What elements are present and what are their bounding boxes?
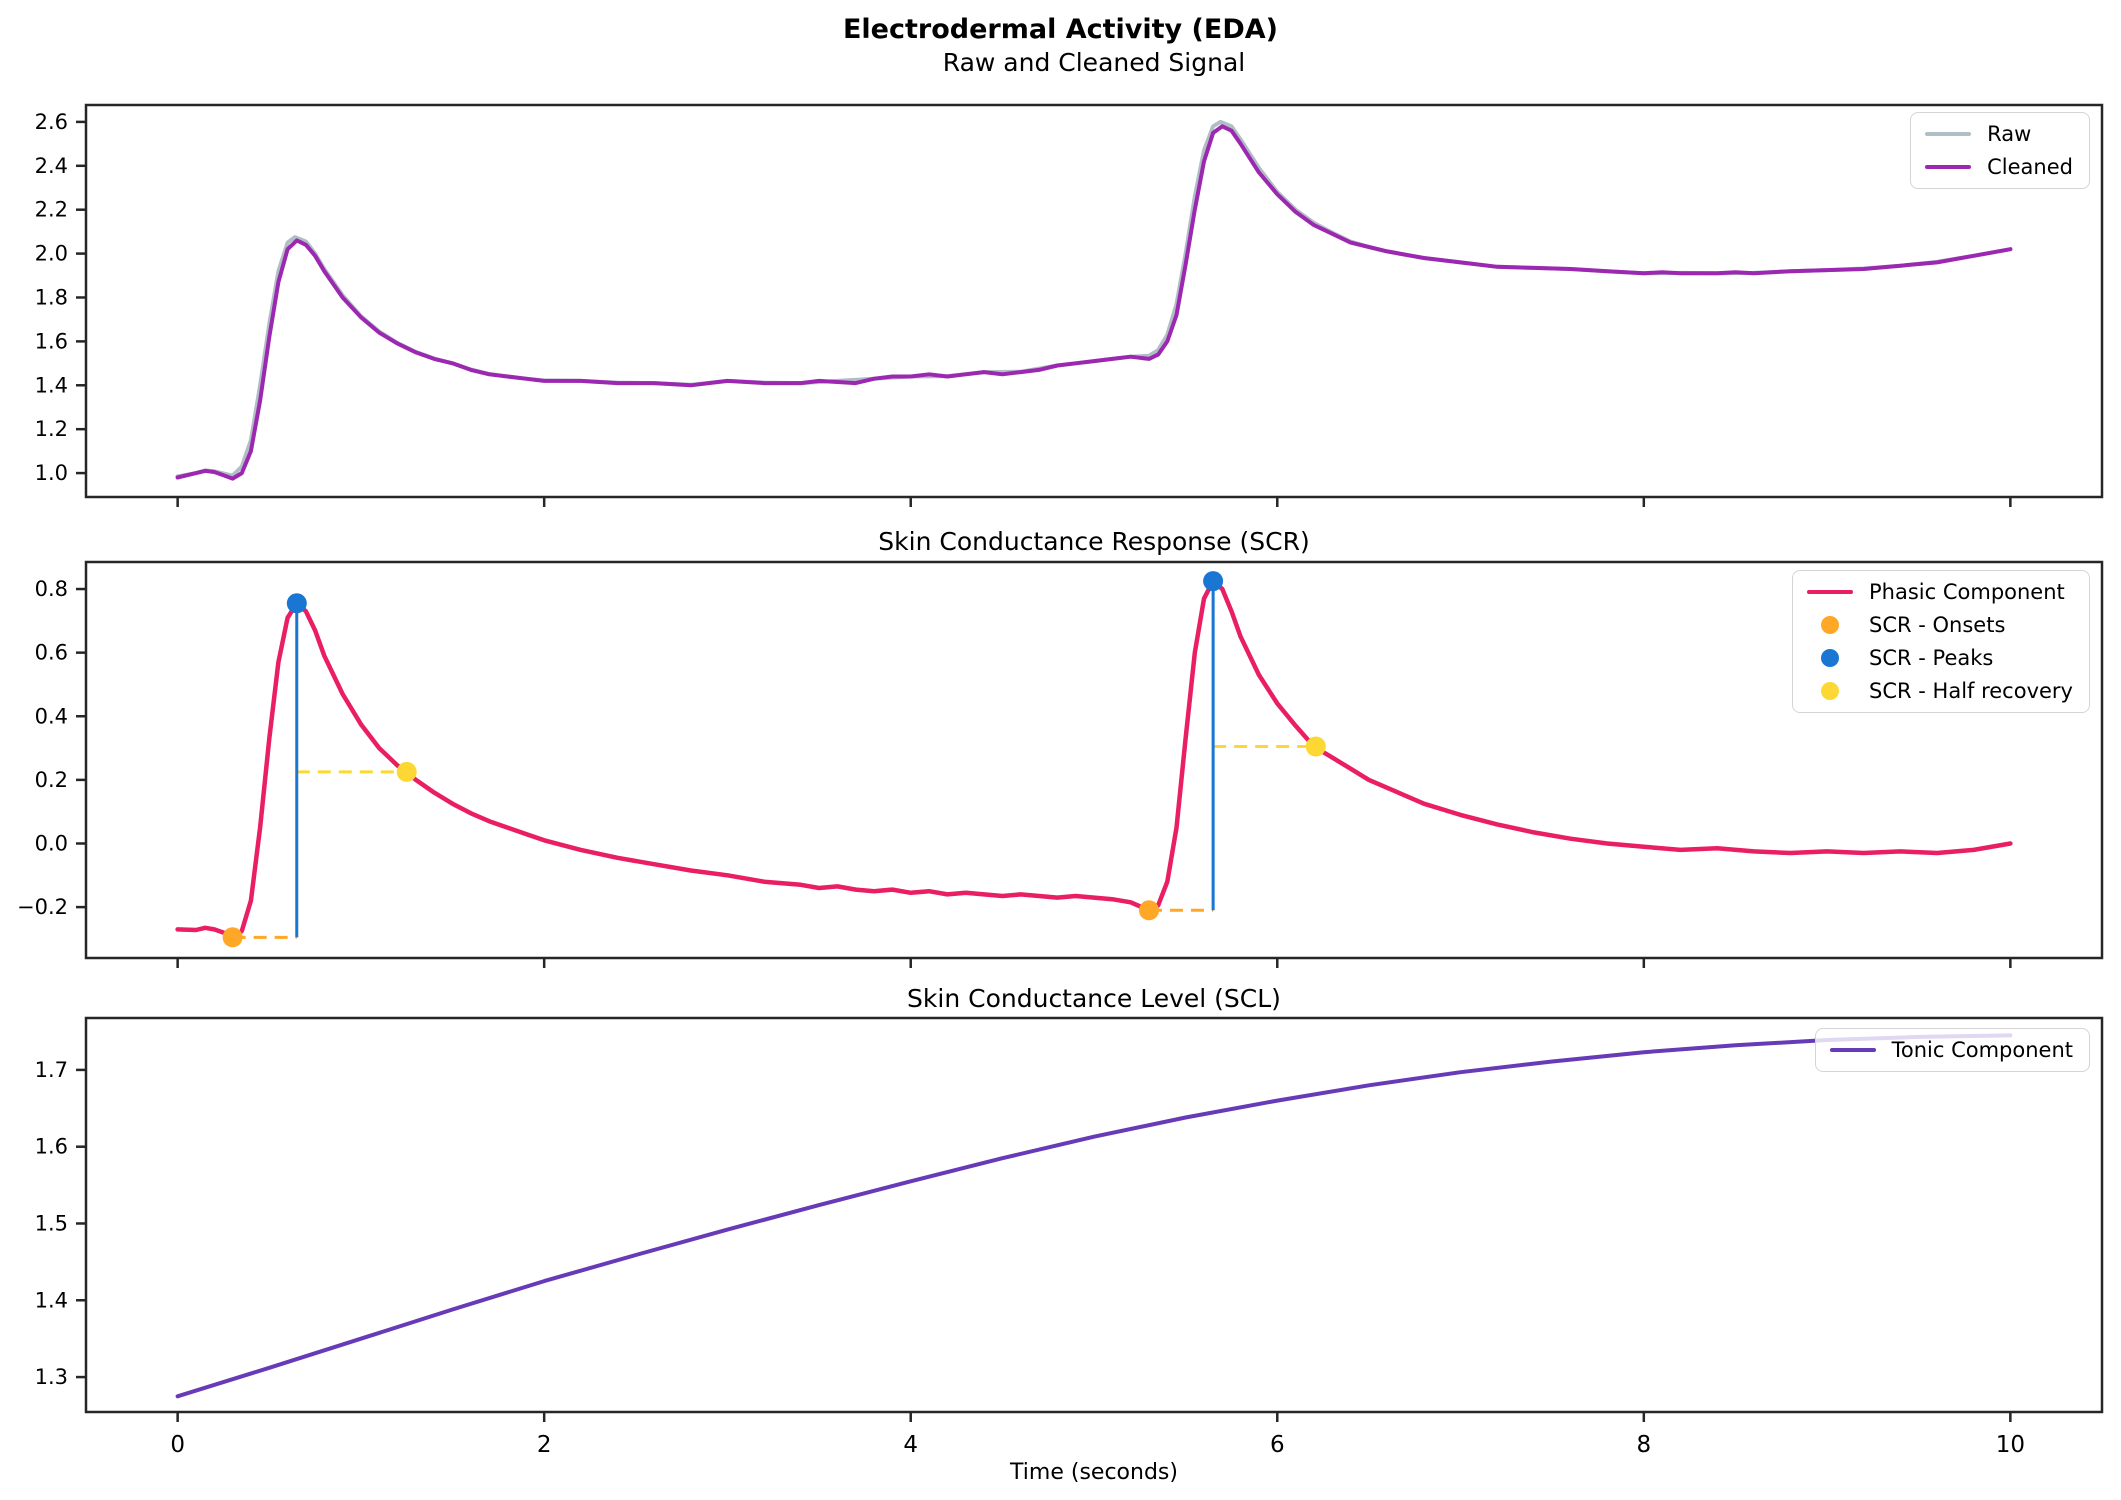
- subplot1-title: Raw and Cleaned Signal: [942, 48, 1246, 77]
- legend-marker: [1807, 589, 1854, 595]
- legend-tonic: Tonic Component: [1814, 1028, 2090, 1072]
- legend-marker: [1829, 1047, 1876, 1053]
- axes-box: [84, 1016, 2104, 1414]
- y-tick-label: 1.8: [35, 285, 68, 309]
- scr-half-recovery-marker: [396, 761, 417, 782]
- phasic-component-line: [175, 578, 2013, 940]
- y-tick-label: −0.2: [17, 895, 68, 919]
- legend-line-icon: [1925, 131, 1972, 137]
- legend-item: Tonic Component: [1829, 1038, 2073, 1062]
- cleaned-line: [175, 124, 2013, 481]
- subplot3-title: Skin Conductance Level (SCL): [907, 984, 1281, 1013]
- x-tick-label: 0: [170, 1432, 185, 1458]
- legend-line-icon: [1807, 589, 1854, 595]
- legend-item: Raw: [1925, 122, 2073, 146]
- y-tick-label: 1.6: [35, 329, 68, 353]
- y-tick-label: 2.4: [35, 154, 68, 178]
- legend-label: SCR - Half recovery: [1869, 679, 2073, 703]
- x-tick-label: 6: [1270, 1432, 1285, 1458]
- subplot2-title: Skin Conductance Response (SCR): [878, 527, 1310, 556]
- y-tick-label: 0.8: [35, 577, 68, 601]
- y-tick-label: 1.5: [35, 1211, 68, 1235]
- legend-dot-icon: [1807, 616, 1853, 634]
- y-tick-label: 1.7: [35, 1058, 68, 1082]
- x-axis-label: Time (seconds): [1010, 1460, 1178, 1485]
- scr-peak-marker: [1203, 571, 1224, 592]
- scr-onset-marker: [222, 927, 243, 948]
- y-tick-label: 2.6: [35, 110, 68, 134]
- y-tick-label: 1.4: [35, 1288, 68, 1312]
- legend-marker: [1925, 131, 1972, 137]
- legend-dot-icon: [1807, 682, 1853, 700]
- raw-line: [175, 119, 2013, 479]
- figure-title: Electrodermal Activity (EDA): [842, 14, 1278, 45]
- tonic-component-line: [175, 1033, 2013, 1399]
- y-tick-label: 0.2: [35, 768, 68, 792]
- legend-item: Cleaned: [1925, 155, 2073, 179]
- legend-label: Tonic Component: [1891, 1038, 2073, 1062]
- y-tick-label: 0.4: [35, 704, 68, 728]
- legend-label: SCR - Peaks: [1869, 646, 1994, 670]
- scr-half-recovery-marker: [1305, 736, 1326, 757]
- legend-line-icon: [1829, 1047, 1876, 1053]
- axes-box: [84, 103, 2104, 499]
- y-tick-label: 0.6: [35, 641, 68, 665]
- x-tick-label: 10: [1996, 1432, 2025, 1458]
- y-tick-label: 1.4: [35, 373, 68, 397]
- legend-item: SCR - Peaks: [1807, 646, 2073, 670]
- y-tick-label: 2.2: [35, 198, 68, 222]
- legend-line-icon: [1925, 164, 1972, 170]
- legend-item: Phasic Component: [1807, 580, 2073, 604]
- legend-dot-icon: [1807, 649, 1853, 667]
- scr-peak-marker: [286, 593, 307, 614]
- legend-label: Cleaned: [1987, 155, 2073, 179]
- legend-label: Phasic Component: [1869, 580, 2065, 604]
- x-tick-label: 2: [537, 1432, 552, 1458]
- legend-marker: [1925, 164, 1972, 170]
- scr-onset-marker: [1139, 900, 1159, 921]
- legend-marker: [1821, 649, 1840, 667]
- x-tick-label: 4: [903, 1432, 918, 1458]
- legend-label: SCR - Onsets: [1869, 613, 2006, 637]
- x-tick-label: 8: [1636, 1432, 1651, 1458]
- legend-label: Raw: [1987, 122, 2032, 146]
- y-tick-label: 2.0: [35, 242, 68, 266]
- y-tick-label: 1.6: [35, 1135, 68, 1159]
- y-tick-label: 1.2: [35, 417, 68, 441]
- y-tick-label: 1.0: [35, 461, 68, 485]
- legend-marker: [1821, 682, 1840, 700]
- y-tick-label: 1.3: [35, 1365, 68, 1389]
- legend-raw-cleaned: Raw Cleaned: [1910, 112, 2090, 189]
- y-tick-label: 0.0: [35, 831, 68, 855]
- legend-marker: [1821, 616, 1840, 634]
- axes-box: [84, 560, 2104, 960]
- legend-item: SCR - Half recovery: [1807, 679, 2073, 703]
- legend-item: SCR - Onsets: [1807, 613, 2073, 637]
- legend-scr: Phasic Component SCR - Onsets SCR - Peaks S…: [1792, 570, 2090, 713]
